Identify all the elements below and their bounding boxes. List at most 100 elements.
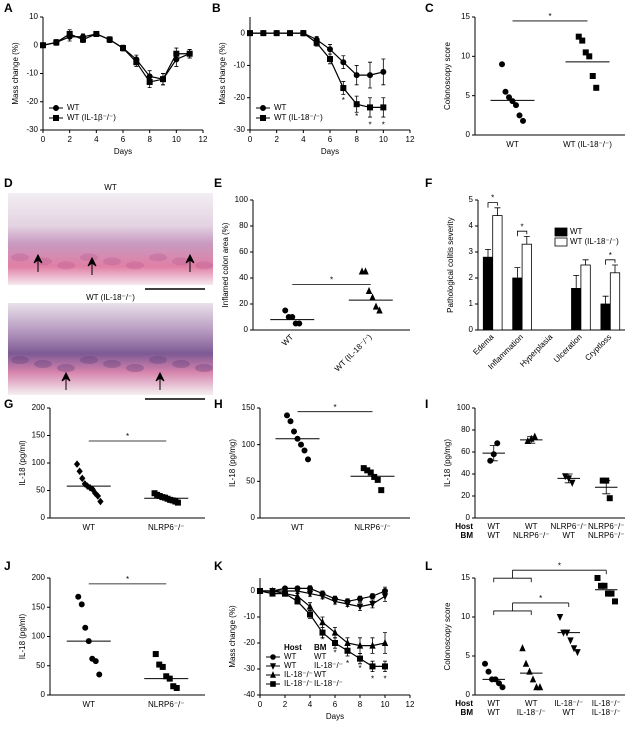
y-tick-label: -10: [26, 69, 38, 78]
marker: [380, 104, 387, 111]
x-tick-label: 10: [172, 135, 181, 144]
marker: [369, 293, 376, 301]
x-tick-label: NLRP6⁻/⁻: [354, 523, 390, 532]
marker: [606, 495, 613, 502]
x-tick-label: 0: [248, 135, 253, 144]
legend-label: IL-18⁻/⁻: [284, 679, 313, 688]
marker: [509, 98, 516, 105]
tissue-detail: [103, 257, 121, 266]
x-tick-label: 12: [199, 135, 208, 144]
marker: [283, 412, 290, 419]
marker: [40, 42, 47, 49]
y-tick-label: 10: [29, 12, 38, 21]
marker: [326, 46, 333, 53]
y-tick-label: 10: [461, 51, 470, 60]
marker: [366, 72, 373, 79]
tissue-detail: [57, 261, 75, 270]
y-tick-label: 0: [251, 513, 256, 522]
y-tick-label: 10: [461, 612, 470, 621]
row-label: BM: [461, 531, 474, 540]
x-tick-label: WT: [525, 699, 538, 708]
significance-bracket: [516, 230, 528, 237]
y-tick-label: -10: [243, 612, 255, 621]
significance-label: *: [609, 251, 612, 260]
marker: [356, 641, 364, 649]
y-tick-label: 100: [32, 632, 46, 641]
marker: [331, 640, 338, 647]
y-axis-title: IL-18 (pg/mg): [228, 439, 237, 487]
x-tick-label: NLRP6⁻/⁻: [588, 531, 624, 540]
x-tick-label: WT: [488, 699, 501, 708]
marker: [80, 36, 87, 43]
significance-label: *: [539, 594, 542, 603]
marker: [522, 659, 530, 667]
x-tick-label: 0: [41, 135, 46, 144]
panel-label: H: [214, 397, 223, 411]
row-label: BM: [461, 708, 474, 717]
x-tick-label: WT: [291, 523, 304, 532]
marker: [356, 655, 363, 662]
x-axis-title: Days: [321, 147, 339, 156]
tissue-detail: [11, 356, 29, 365]
marker: [53, 105, 60, 112]
marker: [381, 663, 388, 670]
panel-label: D: [4, 176, 13, 190]
legend-label: WT: [284, 652, 297, 661]
marker: [269, 590, 276, 597]
error-bar: [494, 207, 501, 216]
y-tick-label: 100: [235, 195, 249, 204]
marker: [92, 658, 99, 665]
panel-label: K: [214, 559, 223, 573]
tissue-detail: [126, 261, 144, 270]
series-line: [42, 33, 190, 83]
marker: [53, 115, 60, 122]
marker: [367, 469, 374, 476]
marker: [366, 104, 373, 111]
x-tick-label: WT: [525, 522, 538, 531]
bar: [521, 243, 532, 331]
annotation: *: [355, 112, 358, 121]
marker: [89, 485, 96, 494]
y-tick-label: -20: [233, 93, 245, 102]
error-bar: [573, 275, 580, 289]
marker: [582, 49, 589, 56]
y-tick-label: 50: [36, 486, 45, 495]
significance-label: *: [548, 12, 551, 21]
x-tick-label: 8: [354, 135, 359, 144]
marker: [53, 39, 60, 46]
marker: [365, 286, 373, 295]
arrow: [61, 371, 71, 390]
marker: [481, 660, 488, 667]
y-axis-title: Mass change (%): [11, 42, 20, 105]
y-tick-label: 15: [461, 12, 470, 21]
tissue-detail: [34, 360, 52, 369]
panel-label: L: [425, 559, 432, 573]
marker: [269, 671, 277, 678]
y-axis-title: IL-18 (pg/mg): [443, 439, 452, 487]
error-bar: [612, 264, 619, 273]
y-tick-label: -20: [26, 97, 38, 106]
bar: [482, 256, 494, 331]
tissue-detail: [80, 253, 98, 262]
panel-label: F: [425, 176, 432, 190]
y-axis-title: IL-18 (pg/ml): [18, 440, 27, 486]
x-tick-label: WT: [488, 531, 501, 540]
marker: [294, 598, 301, 605]
legend-header: BM: [314, 643, 327, 652]
y-tick-label: 100: [242, 440, 256, 449]
x-tick-label: Ulceration: [552, 333, 584, 365]
bar: [492, 215, 503, 331]
legend-label: WT: [274, 103, 287, 112]
marker: [589, 73, 596, 80]
marker: [356, 603, 364, 611]
y-tick-label: 5: [469, 195, 474, 204]
x-tick-label: 10: [381, 700, 390, 709]
arrow: [33, 253, 43, 272]
annotation: *: [321, 636, 324, 645]
marker: [529, 675, 537, 683]
tissue-detail: [172, 257, 190, 266]
error-bar: [489, 445, 498, 462]
marker: [502, 88, 509, 95]
legend-label: WT: [314, 670, 327, 679]
